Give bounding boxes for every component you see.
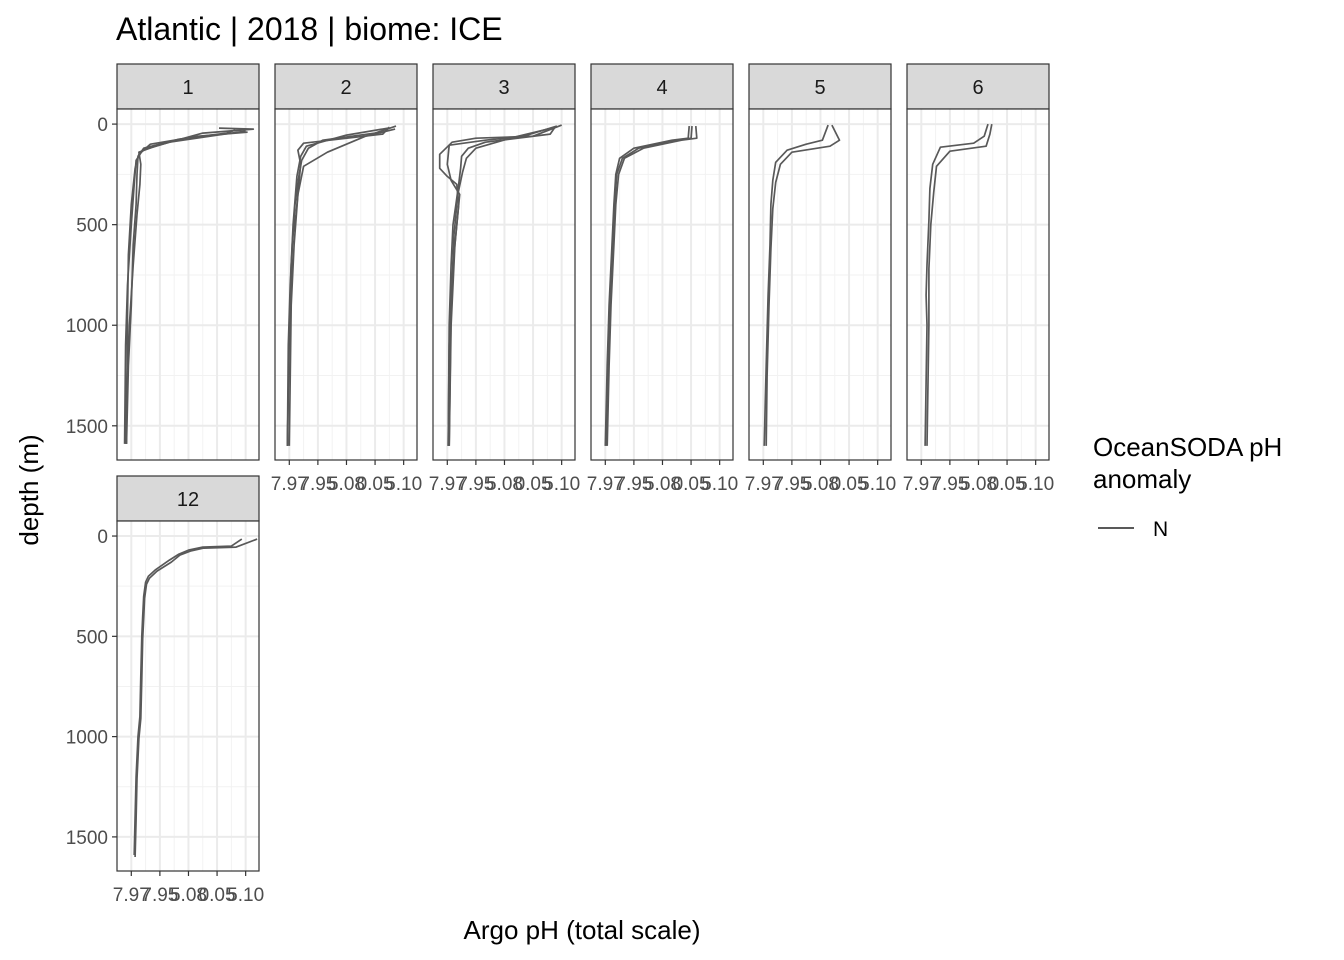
y-tick-label: 1500	[66, 828, 108, 849]
x-tick-label: 5.10	[385, 474, 422, 495]
facet-strip-label: 5	[814, 77, 825, 99]
x-tick-label: 5.08	[486, 474, 523, 495]
x-tick-label: 7.97	[903, 474, 940, 495]
x-tick-label: 5.08	[328, 474, 365, 495]
x-tick-label: 0.05	[357, 474, 394, 495]
facet-strip	[906, 63, 1050, 110]
profile-line	[124, 127, 255, 444]
facet-strip	[116, 63, 260, 110]
panel-border	[116, 108, 260, 461]
facet-strip-label: 2	[340, 77, 351, 99]
profile-line	[133, 538, 243, 856]
y-tick-label: 1500	[66, 417, 108, 438]
profile-line	[448, 127, 553, 446]
profile-line	[125, 131, 248, 444]
x-tick-label: 5.10	[701, 474, 738, 495]
x-tick-label: 5.10	[859, 474, 896, 495]
x-tick-label: 5.08	[960, 474, 997, 495]
profile-line	[447, 126, 556, 446]
facet-strip-label: 1	[182, 77, 193, 99]
chart-title: Atlantic | 2018 | biome: ICE	[116, 11, 503, 47]
profile-line	[606, 126, 698, 446]
y-tick-label: 1000	[66, 728, 108, 749]
x-tick-label: 5.10	[227, 885, 264, 906]
profile-line	[288, 128, 396, 446]
facet-strip-label: 4	[656, 77, 667, 99]
facet-panel-6: 6 7.977.955.080.055.10	[903, 63, 1054, 495]
profile-line	[926, 123, 993, 446]
x-tick-label: 5.08	[644, 474, 681, 495]
x-tick-label: 5.10	[1017, 474, 1054, 495]
legend-item-label: N	[1153, 518, 1168, 541]
y-tick-label: 500	[76, 627, 108, 648]
facet-strip-label: 3	[498, 77, 509, 99]
facet-strip-label: 6	[972, 77, 983, 99]
x-tick-label: 5.08	[170, 885, 207, 906]
x-tick-label: 7.95	[773, 474, 810, 495]
x-tick-label: 7.95	[931, 474, 968, 495]
facet-strip	[116, 475, 260, 522]
facet-panel-3: 3 7.977.955.080.055.10	[429, 63, 580, 495]
x-tick-label: 7.95	[615, 474, 652, 495]
legend-title-line-1: OceanSODA pH	[1093, 432, 1282, 462]
facet-panel-12: 12 0 500 1000 1500 7.977.955.080.055.10	[66, 475, 264, 906]
profile-line	[286, 127, 389, 446]
profile-line	[924, 123, 989, 446]
x-tick-label: 7.95	[299, 474, 336, 495]
x-tick-label: 7.97	[113, 885, 150, 906]
x-tick-label: 7.97	[587, 474, 624, 495]
x-axis-title: Argo pH (total scale)	[464, 915, 701, 945]
facet-panels: 105001000150027.977.955.080.055.1037.977…	[66, 63, 1054, 906]
y-axis-title: depth (m)	[14, 434, 44, 545]
x-tick-label: 0.05	[199, 885, 236, 906]
facet-strip-label: 12	[177, 489, 199, 511]
x-tick-label: 0.05	[673, 474, 710, 495]
x-tick-label: 7.97	[429, 474, 466, 495]
x-tick-label: 7.95	[457, 474, 494, 495]
legend: OceanSODA pH anomaly N	[1093, 432, 1282, 541]
x-tick-label: 7.95	[141, 885, 178, 906]
facet-panel-4: 4 7.977.955.080.055.10	[587, 63, 738, 495]
facet-panel-1: 1 0 500 1000 1500	[66, 63, 260, 461]
profile-line	[763, 124, 829, 446]
x-tick-label: 0.05	[831, 474, 868, 495]
x-tick-label: 7.97	[745, 474, 782, 495]
profile-line	[765, 124, 841, 446]
y-tick-label: 0	[97, 527, 108, 548]
facet-strip	[590, 63, 734, 110]
legend-title-line-2: anomaly	[1093, 464, 1191, 494]
x-tick-label: 5.08	[802, 474, 839, 495]
profile-line	[134, 538, 258, 858]
x-tick-label: 7.97	[271, 474, 308, 495]
x-tick-label: 0.05	[989, 474, 1026, 495]
x-tick-label: 5.10	[543, 474, 580, 495]
facet-strip	[748, 63, 892, 110]
y-tick-label: 500	[76, 216, 108, 237]
facet-strip	[432, 63, 576, 110]
facet-panel-5: 5 7.977.955.080.055.10	[745, 63, 896, 495]
x-tick-label: 0.05	[515, 474, 552, 495]
facet-strip	[274, 63, 418, 110]
y-tick-label: 0	[97, 115, 108, 136]
facet-panel-2: 2 7.977.955.080.055.10	[271, 63, 422, 495]
y-tick-label: 1000	[66, 316, 108, 337]
